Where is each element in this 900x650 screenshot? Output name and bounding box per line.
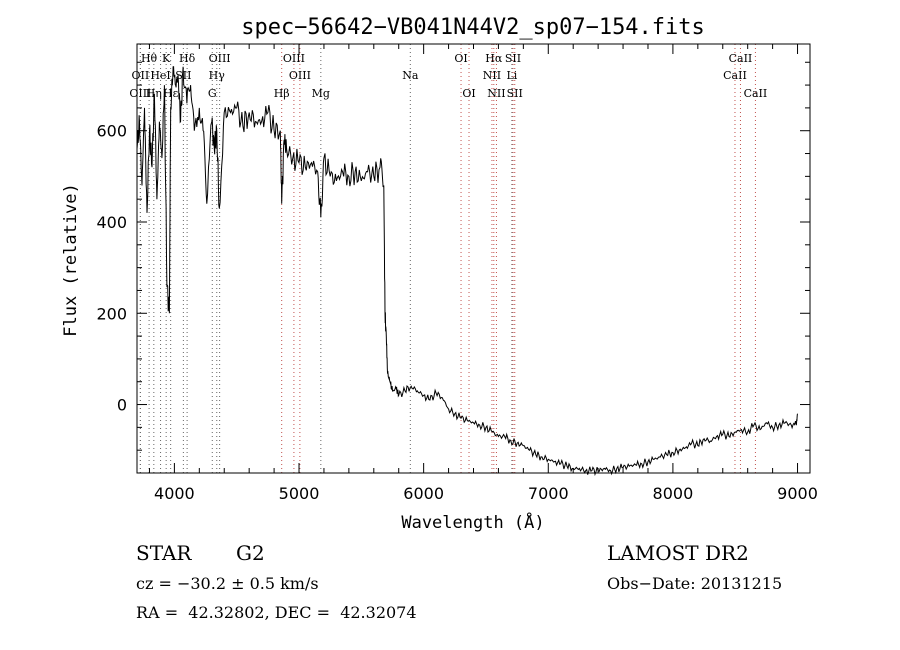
line-label-1: K bbox=[162, 52, 171, 65]
line-label-25: NII bbox=[487, 87, 505, 100]
x-tick-label: 8000 bbox=[653, 484, 694, 503]
line-label-27: CaII bbox=[744, 87, 768, 100]
line-label-17: CaII bbox=[723, 69, 747, 82]
line-label-2: Hδ bbox=[179, 52, 196, 65]
redshift-cz: cz = −30.2 ± 0.5 km/s bbox=[136, 574, 319, 593]
object-subclass: G2 bbox=[236, 541, 265, 565]
line-label-12: Hγ bbox=[209, 69, 226, 82]
line-label-22: Hβ bbox=[274, 87, 290, 100]
x-tick-label: 7000 bbox=[528, 484, 569, 503]
line-label-4: OIII bbox=[283, 52, 305, 65]
line-label-14: Na bbox=[402, 69, 419, 82]
y-axis: 0 200 400 600 bbox=[96, 61, 810, 451]
y-tick-label: 0 bbox=[117, 396, 127, 415]
line-label-19: Hη bbox=[146, 87, 162, 100]
coordinates: RA = 42.32802, DEC = 42.32074 bbox=[136, 603, 417, 622]
line-label-20: Hε bbox=[163, 87, 179, 100]
x-tick-label: 4000 bbox=[154, 484, 195, 503]
line-label-9: OII bbox=[132, 69, 150, 82]
line-label-0: Hθ bbox=[141, 52, 158, 65]
x-axis-label: Wavelength (Å) bbox=[401, 511, 544, 533]
y-tick-label: 200 bbox=[96, 304, 127, 323]
x-tick-label: 6000 bbox=[403, 484, 444, 503]
line-label-6: Hα bbox=[485, 52, 503, 65]
line-label-16: Li bbox=[506, 69, 517, 82]
line-label-24: OI bbox=[462, 87, 475, 100]
line-label-7: SII bbox=[505, 52, 521, 65]
line-label-3: OIII bbox=[209, 52, 231, 65]
line-label-13: OIII bbox=[289, 69, 311, 82]
line-label-18: OIII bbox=[129, 87, 151, 100]
line-label-21: G bbox=[208, 87, 217, 100]
line-label-10: HeI bbox=[150, 69, 170, 82]
line-label-23: Mg bbox=[312, 87, 330, 100]
y-tick-label: 600 bbox=[96, 122, 127, 141]
line-label-5: OI bbox=[454, 52, 467, 65]
y-tick-label: 400 bbox=[96, 213, 127, 232]
line-label-8: CaII bbox=[729, 52, 753, 65]
x-axis: 4000 5000 6000 7000 8000 9000 bbox=[148, 44, 818, 503]
obs-date: Obs−Date: 20131215 bbox=[607, 574, 783, 593]
spectrum-line bbox=[136, 66, 798, 477]
chart-title: spec−56642−VB041N44V2_sp07−154.fits bbox=[241, 15, 705, 40]
line-label-11: SII bbox=[175, 69, 191, 82]
plot-frame bbox=[136, 43, 811, 474]
x-tick-label: 5000 bbox=[279, 484, 320, 503]
y-axis-label: Flux (relative) bbox=[61, 183, 81, 337]
survey-name: LAMOST DR2 bbox=[607, 541, 749, 565]
x-tick-label: 9000 bbox=[777, 484, 818, 503]
line-label-26: SII bbox=[507, 87, 523, 100]
line-label-15: NII bbox=[483, 69, 501, 82]
object-class: STAR bbox=[136, 541, 192, 565]
